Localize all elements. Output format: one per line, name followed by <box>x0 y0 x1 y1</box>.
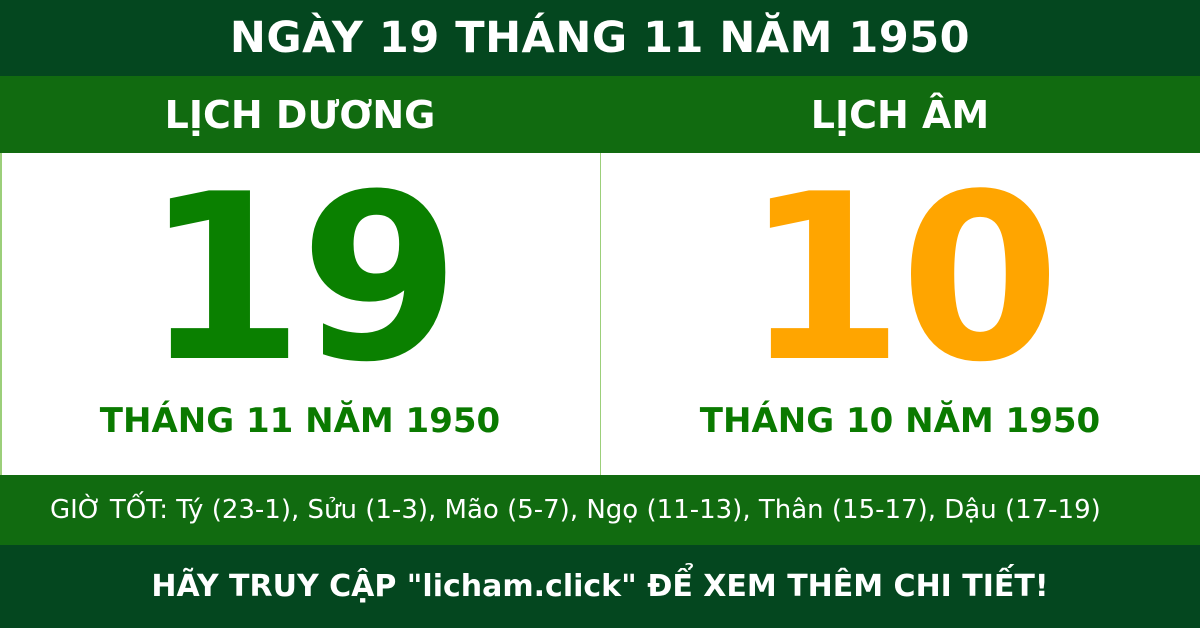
solar-day: 19 <box>143 146 460 413</box>
lunar-day: 10 <box>743 146 1060 413</box>
calendar-headers: LỊCH DƯƠNG LỊCH ÂM <box>0 76 1200 153</box>
lunar-heading: LỊCH ÂM <box>810 92 990 137</box>
lunar-column: 10 THÁNG 10 NĂM 1950 <box>600 153 1200 475</box>
calendar-body <box>0 153 1200 475</box>
footer-cta: HÃY TRUY CẬP "licham.click" ĐỂ XEM THÊM … <box>0 545 1200 628</box>
solar-column: 19 THÁNG 11 NĂM 1950 <box>0 153 600 475</box>
good-hours: GIỜ TỐT: Tý (23-1), Sửu (1-3), Mão (5-7)… <box>0 475 1200 545</box>
column-divider <box>600 153 601 475</box>
lunar-month-year: THÁNG 10 NĂM 1950 <box>699 401 1101 441</box>
page-title: NGÀY 19 THÁNG 11 NĂM 1950 <box>0 0 1200 76</box>
solar-month-year: THÁNG 11 NĂM 1950 <box>99 401 501 441</box>
solar-heading: LỊCH DƯƠNG <box>164 92 436 137</box>
